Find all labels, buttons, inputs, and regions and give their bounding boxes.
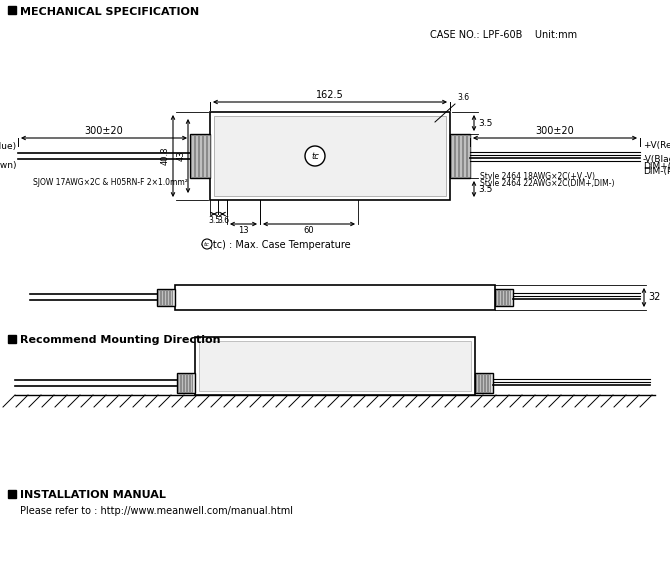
Text: 13: 13 bbox=[238, 226, 249, 235]
Bar bbox=[187, 374, 189, 392]
Text: • (tc) : Max. Case Temperature: • (tc) : Max. Case Temperature bbox=[200, 240, 350, 250]
Bar bbox=[190, 374, 192, 392]
Bar bbox=[463, 135, 466, 177]
Bar bbox=[8, 335, 16, 343]
Bar bbox=[8, 6, 16, 14]
Text: 300±20: 300±20 bbox=[535, 126, 574, 136]
Bar bbox=[195, 135, 198, 177]
Bar bbox=[467, 135, 470, 177]
Bar bbox=[488, 374, 490, 392]
Bar bbox=[496, 290, 498, 305]
Bar bbox=[8, 6, 16, 14]
Bar bbox=[8, 335, 16, 343]
Text: 3.5: 3.5 bbox=[478, 118, 492, 127]
Bar bbox=[175, 285, 495, 310]
Text: AC/N(Blue): AC/N(Blue) bbox=[0, 142, 17, 151]
Text: 32: 32 bbox=[648, 292, 661, 302]
Text: Style 2464 18AWG×2C(+V,-V): Style 2464 18AWG×2C(+V,-V) bbox=[480, 172, 595, 181]
Text: INSTALLATION MANUAL: INSTALLATION MANUAL bbox=[20, 490, 166, 500]
Bar bbox=[508, 290, 510, 305]
Bar bbox=[505, 290, 507, 305]
Text: DIM-(Pink): DIM-(Pink) bbox=[643, 167, 670, 176]
Bar bbox=[455, 135, 458, 177]
Text: 3.5: 3.5 bbox=[208, 216, 220, 225]
Bar bbox=[199, 135, 202, 177]
Bar bbox=[476, 374, 478, 392]
Bar bbox=[8, 490, 16, 498]
Text: Recommend Mounting Direction: Recommend Mounting Direction bbox=[20, 335, 220, 345]
Bar bbox=[167, 290, 169, 305]
Text: 3.6: 3.6 bbox=[457, 93, 469, 102]
Bar bbox=[184, 374, 186, 392]
Bar bbox=[158, 290, 160, 305]
Bar bbox=[482, 374, 484, 392]
Bar bbox=[178, 374, 180, 392]
Text: 43: 43 bbox=[177, 151, 186, 162]
Circle shape bbox=[305, 146, 325, 166]
Text: DIM+(Purple: DIM+(Purple bbox=[643, 162, 670, 171]
Bar bbox=[8, 490, 16, 498]
Bar bbox=[485, 374, 487, 392]
Bar bbox=[502, 290, 504, 305]
Bar bbox=[210, 112, 450, 200]
Bar bbox=[164, 290, 166, 305]
Bar bbox=[207, 135, 210, 177]
Bar bbox=[191, 135, 194, 177]
Text: +V(Red): +V(Red) bbox=[643, 141, 670, 150]
Text: 3.5: 3.5 bbox=[478, 185, 492, 194]
Text: AC/L(Brown): AC/L(Brown) bbox=[0, 161, 17, 170]
Bar bbox=[459, 135, 462, 177]
Bar bbox=[479, 374, 481, 392]
Text: 162.5: 162.5 bbox=[316, 90, 344, 100]
Text: Style 2464 22AWG×2C(DIM+,DIM-): Style 2464 22AWG×2C(DIM+,DIM-) bbox=[480, 179, 614, 188]
Bar bbox=[475, 373, 493, 393]
Bar bbox=[181, 374, 183, 392]
Circle shape bbox=[202, 239, 212, 249]
Bar bbox=[214, 116, 446, 196]
Text: 40.8: 40.8 bbox=[161, 147, 170, 165]
Text: tc: tc bbox=[311, 151, 319, 160]
Text: SJOW 17AWG×2C & H05RN-F 2×1.0mm²: SJOW 17AWG×2C & H05RN-F 2×1.0mm² bbox=[33, 178, 188, 187]
Text: 300±20: 300±20 bbox=[84, 126, 123, 136]
Bar bbox=[177, 373, 195, 393]
Bar bbox=[451, 135, 454, 177]
Text: 3.6: 3.6 bbox=[217, 216, 229, 225]
Text: tc: tc bbox=[204, 241, 210, 246]
Bar bbox=[195, 337, 475, 395]
Text: CASE NO.: LPF-60B    Unit:mm: CASE NO.: LPF-60B Unit:mm bbox=[430, 30, 577, 40]
Bar bbox=[161, 290, 163, 305]
Bar bbox=[495, 289, 513, 306]
Bar bbox=[190, 134, 210, 178]
Bar bbox=[170, 290, 172, 305]
Bar bbox=[199, 341, 471, 391]
Text: 60: 60 bbox=[304, 226, 314, 235]
Bar bbox=[499, 290, 501, 305]
Bar bbox=[450, 134, 470, 178]
Text: Please refer to : http://www.meanwell.com/manual.html: Please refer to : http://www.meanwell.co… bbox=[20, 506, 293, 516]
Text: MECHANICAL SPECIFICATION: MECHANICAL SPECIFICATION bbox=[20, 7, 199, 17]
Bar bbox=[157, 289, 175, 306]
Text: -V(Black): -V(Black) bbox=[643, 155, 670, 164]
Bar bbox=[203, 135, 206, 177]
